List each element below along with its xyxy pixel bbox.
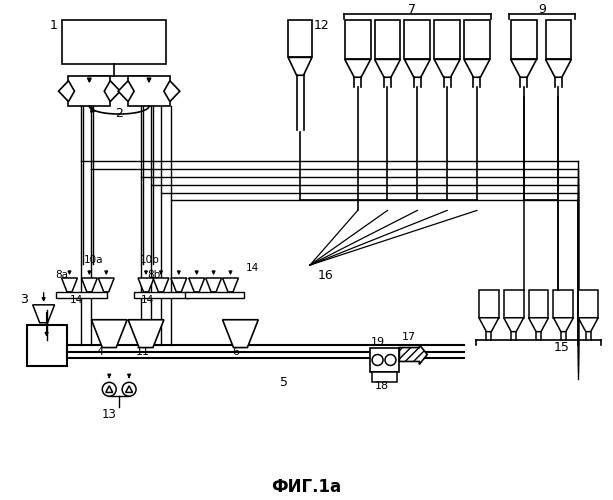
Polygon shape: [434, 60, 460, 78]
Bar: [504, 290, 524, 318]
Polygon shape: [82, 278, 97, 292]
Text: 7: 7: [408, 3, 416, 16]
Bar: [345, 20, 371, 59]
Polygon shape: [106, 386, 113, 392]
Polygon shape: [164, 80, 180, 102]
Bar: [479, 290, 499, 318]
Text: 18: 18: [375, 382, 389, 392]
Text: 13: 13: [102, 408, 116, 420]
Text: 14: 14: [141, 295, 154, 305]
Bar: [528, 290, 549, 318]
Text: 14: 14: [245, 263, 259, 273]
Bar: [56, 292, 107, 298]
Text: 15: 15: [554, 341, 569, 354]
Polygon shape: [223, 320, 258, 347]
Bar: [288, 20, 312, 58]
Text: 3: 3: [20, 294, 28, 306]
Text: 10b: 10b: [140, 255, 160, 265]
Bar: [546, 20, 571, 59]
Polygon shape: [504, 318, 524, 332]
Polygon shape: [32, 305, 55, 322]
Polygon shape: [205, 278, 221, 292]
Polygon shape: [126, 386, 132, 392]
Polygon shape: [104, 80, 120, 102]
Text: 12: 12: [314, 19, 330, 32]
Text: 1: 1: [50, 19, 58, 32]
Polygon shape: [138, 278, 154, 292]
Bar: [69, 76, 110, 106]
Bar: [134, 292, 189, 298]
Bar: [371, 372, 397, 382]
Polygon shape: [546, 60, 571, 78]
Text: 4: 4: [96, 346, 104, 356]
Bar: [554, 290, 573, 318]
Text: 6: 6: [232, 346, 240, 356]
Text: 9: 9: [539, 3, 546, 16]
Bar: [511, 20, 536, 59]
Polygon shape: [578, 318, 598, 332]
Polygon shape: [128, 320, 164, 347]
Text: 8a: 8a: [56, 270, 69, 280]
Polygon shape: [375, 60, 400, 78]
Text: 19: 19: [371, 336, 385, 346]
Text: 14: 14: [69, 295, 83, 305]
Bar: [375, 20, 400, 59]
Bar: [578, 290, 598, 318]
Bar: [185, 292, 245, 298]
Polygon shape: [554, 318, 573, 332]
Polygon shape: [98, 278, 114, 292]
Text: 16: 16: [318, 268, 333, 281]
Text: 5: 5: [280, 376, 288, 389]
Polygon shape: [91, 320, 127, 347]
Bar: [61, 20, 166, 64]
Bar: [128, 76, 170, 106]
Polygon shape: [479, 318, 499, 332]
Bar: [27, 324, 66, 366]
Polygon shape: [223, 278, 238, 292]
Polygon shape: [61, 278, 77, 292]
Polygon shape: [405, 60, 430, 78]
Polygon shape: [189, 278, 205, 292]
Bar: [370, 348, 400, 372]
Bar: [434, 20, 460, 59]
Text: 10a: 10a: [83, 255, 103, 265]
Text: 17: 17: [402, 332, 416, 342]
Polygon shape: [171, 278, 187, 292]
Polygon shape: [464, 60, 490, 78]
Polygon shape: [288, 58, 312, 76]
Polygon shape: [511, 60, 536, 78]
Polygon shape: [345, 60, 371, 78]
Text: 2: 2: [115, 106, 123, 120]
Polygon shape: [528, 318, 549, 332]
Polygon shape: [153, 278, 169, 292]
Text: 11: 11: [136, 346, 150, 356]
Text: 8b: 8b: [147, 270, 160, 280]
Polygon shape: [118, 80, 134, 102]
Bar: [464, 20, 490, 59]
Polygon shape: [400, 344, 427, 364]
Polygon shape: [59, 80, 74, 102]
Text: ФИГ.1a: ФИГ.1a: [271, 478, 341, 496]
Bar: [405, 20, 430, 59]
